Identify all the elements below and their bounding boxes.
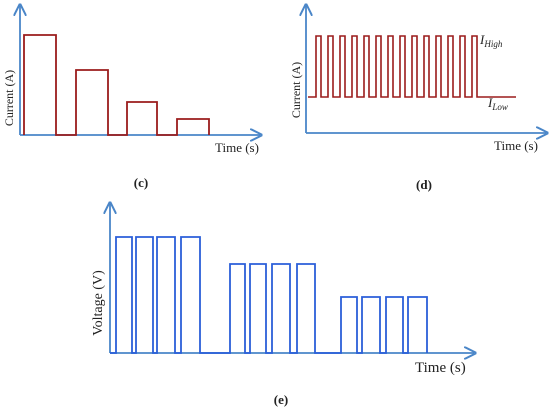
panel-e-ylabel: Voltage (V) [91,270,106,336]
panel-d-low-label: ILow [487,95,508,112]
panel-d-label: (d) [416,177,432,192]
panel-e: Voltage (V) Time (s) (e) [91,204,474,407]
panel-d-high-label: IHigh [479,32,503,49]
panel-c-current-waveform [23,34,210,136]
panel-c: Current (A) Time (s) (c) [2,6,260,190]
panel-e-xlabel: Time (s) [415,360,466,376]
panel-d-xlabel: Time (s) [494,138,538,153]
panel-c-ylabel: Current (A) [2,70,16,126]
panel-d: IHigh ILow Current (A) Time (s) (d) [289,6,546,192]
panel-d-ylabel: Current (A) [289,62,303,118]
panel-d-pulse-waveform [308,35,516,98]
panel-c-label: (c) [134,175,148,190]
panel-c-xlabel: Time (s) [215,140,259,155]
panel-e-voltage-waveform [110,236,428,354]
panel-e-label: (e) [274,392,288,407]
